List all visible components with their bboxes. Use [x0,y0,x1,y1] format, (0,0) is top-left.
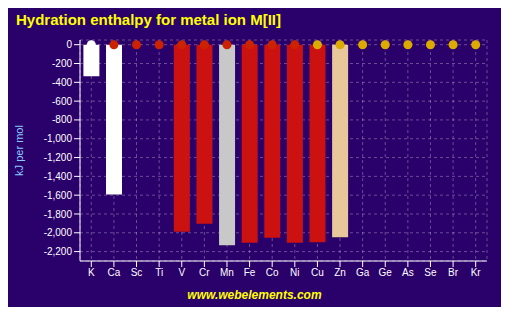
svg-text:-200: -200 [52,58,72,69]
svg-text:Se: Se [424,267,437,278]
svg-text:-2,000: -2,000 [44,227,73,238]
svg-text:Kr: Kr [471,267,482,278]
svg-text:Fe: Fe [244,267,256,278]
svg-text:-800: -800 [52,114,72,125]
svg-text:Ti: Ti [155,267,163,278]
svg-text:Ga: Ga [356,267,370,278]
svg-text:-1,400: -1,400 [44,171,73,182]
svg-text:Cr: Cr [199,267,210,278]
svg-text:Ca: Ca [108,267,121,278]
svg-text:-1,000: -1,000 [44,133,73,144]
svg-text:-600: -600 [52,96,72,107]
svg-text:-1,800: -1,800 [44,209,73,220]
svg-text:As: As [402,267,414,278]
svg-text:Ni: Ni [290,267,299,278]
svg-text:V: V [178,267,185,278]
svg-text:0: 0 [66,39,72,50]
svg-text:Zn: Zn [334,267,346,278]
svg-text:kJ per mol: kJ per mol [13,125,25,176]
svg-text:-2,200: -2,200 [44,246,73,257]
svg-text:-400: -400 [52,77,72,88]
html-text:www.webelements.com: www.webelements.com [187,288,322,302]
svg-text:K: K [88,267,95,278]
svg-text:Mn: Mn [220,267,234,278]
svg-text:Ge: Ge [379,267,393,278]
svg-text:Cu: Cu [311,267,324,278]
html-text:Hydration enthalpy for metal i: Hydration enthalpy for metal ion M[II] [16,11,281,28]
svg-text:Br: Br [448,267,459,278]
svg-text:Co: Co [266,267,279,278]
svg-text:-1,600: -1,600 [44,190,73,201]
svg-text:Sc: Sc [131,267,143,278]
svg-text:-1,200: -1,200 [44,152,73,163]
